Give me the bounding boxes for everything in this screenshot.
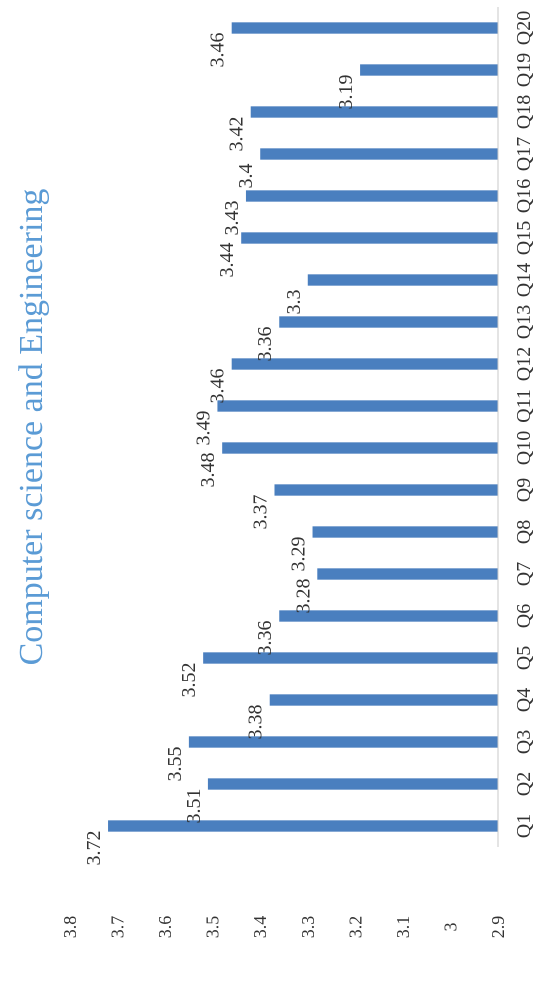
category-label: Q20 xyxy=(513,11,535,45)
category-label: Q3 xyxy=(513,730,535,754)
y-tick-label: 3.6 xyxy=(155,916,175,939)
bar xyxy=(217,400,499,412)
y-tick-label: 3.8 xyxy=(60,916,80,939)
data-label: 3.29 xyxy=(288,537,310,572)
category-axis: Q1 Q2 Q3 Q4 Q5 Q6 Q7 Q8 Q9 Q10 Q11 Q12 Q13 Q14 Q15 Q16 Q… xyxy=(513,11,535,838)
data-label: 3.51 xyxy=(183,789,205,824)
category-label: Q10 xyxy=(513,431,535,465)
chart-title: Computer science and Engineering xyxy=(13,189,50,666)
bar xyxy=(317,568,498,580)
category-label: Q1 xyxy=(513,814,535,838)
bar xyxy=(269,694,498,706)
category-label: Q19 xyxy=(513,53,535,87)
bar xyxy=(260,148,498,160)
y-tick-label: 3.4 xyxy=(250,916,270,939)
data-label: 3.46 xyxy=(207,369,229,404)
category-label: Q4 xyxy=(513,688,535,712)
bar xyxy=(222,442,499,454)
y-tick-label: 3.7 xyxy=(108,916,128,939)
value-axis: 2.9 3 3.1 3.2 3.3 3.4 3.5 3.6 3.7 3.8 xyxy=(60,916,508,939)
category-label: Q13 xyxy=(513,305,535,339)
category-label: Q16 xyxy=(513,179,535,213)
category-label: Q17 xyxy=(513,137,535,171)
category-label: Q7 xyxy=(513,562,535,586)
category-label: Q9 xyxy=(513,478,535,502)
data-label-group: 3.72 3.51 3.55 3.38 3.52 3.36 3.28 3.29 3.37 3.48… xyxy=(83,33,357,866)
data-label: 3.28 xyxy=(292,579,314,614)
bar xyxy=(188,736,498,748)
bar xyxy=(279,316,498,328)
category-label: Q2 xyxy=(513,772,535,796)
y-tick-label: 3.3 xyxy=(298,916,318,939)
y-tick-label: 3.1 xyxy=(393,916,413,939)
data-label: 3.36 xyxy=(254,327,276,362)
bar xyxy=(207,778,499,790)
bar xyxy=(241,232,498,244)
data-label: 3.49 xyxy=(192,411,214,446)
bar xyxy=(307,274,498,286)
bar xyxy=(250,106,498,118)
category-label: Q8 xyxy=(513,520,535,544)
data-label: 3.42 xyxy=(226,117,248,152)
bar xyxy=(312,526,498,538)
data-label: 3.55 xyxy=(164,747,186,782)
data-label: 3.48 xyxy=(197,453,219,488)
data-label: 3.36 xyxy=(254,621,276,656)
data-label: 3.38 xyxy=(245,705,267,740)
data-label: 3.46 xyxy=(207,33,229,68)
bar xyxy=(231,22,498,34)
category-label: Q11 xyxy=(513,389,535,423)
category-label: Q12 xyxy=(513,347,535,381)
bar xyxy=(108,820,499,832)
bar xyxy=(203,652,498,664)
category-label: Q14 xyxy=(513,263,535,297)
bar xyxy=(231,358,498,370)
y-tick-label: 2.9 xyxy=(488,916,508,939)
bar xyxy=(245,190,498,202)
bar xyxy=(274,484,498,496)
y-tick-label: 3 xyxy=(440,923,460,932)
data-label: 3.43 xyxy=(221,201,243,236)
bar xyxy=(279,610,498,622)
data-label: 3.19 xyxy=(335,75,357,110)
data-label: 3.52 xyxy=(178,663,200,698)
category-label: Q5 xyxy=(513,646,535,670)
data-label: 3.44 xyxy=(216,243,238,278)
y-tick-label: 3.2 xyxy=(345,916,365,939)
bar xyxy=(360,64,499,76)
y-tick-label: 3.5 xyxy=(203,916,223,939)
data-label: 3.72 xyxy=(83,831,105,866)
category-label: Q18 xyxy=(513,95,535,129)
data-label: 3.37 xyxy=(249,495,271,530)
data-label: 3.3 xyxy=(283,290,305,315)
bar-group xyxy=(108,22,499,832)
category-label: Q6 xyxy=(513,604,535,628)
category-label: Q15 xyxy=(513,221,535,255)
data-label: 3.4 xyxy=(235,164,257,189)
